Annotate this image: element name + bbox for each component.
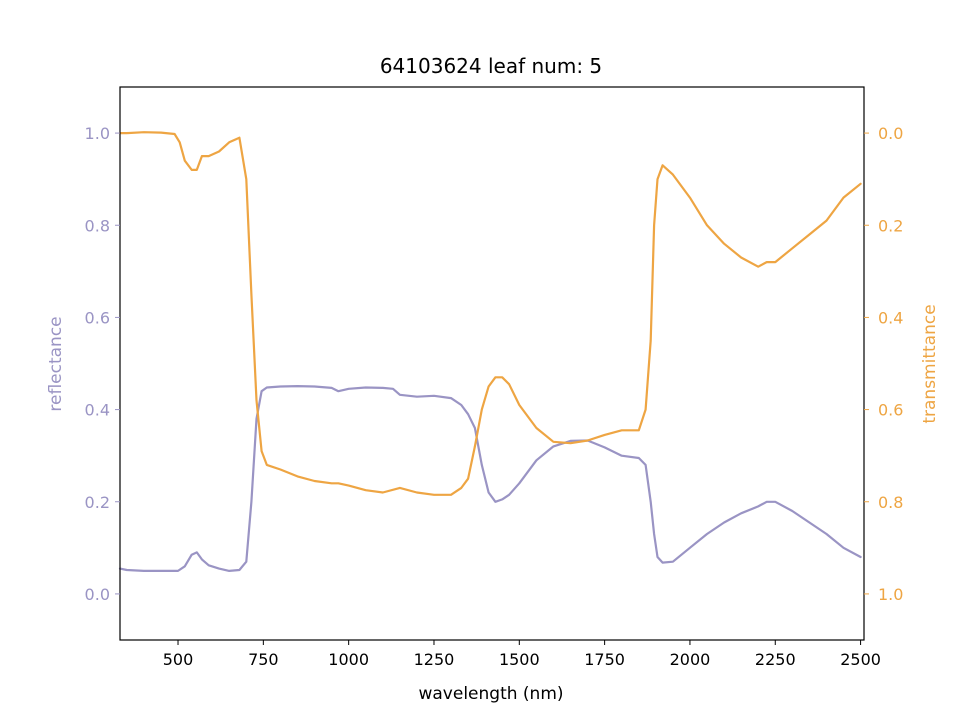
y-right-tick-label: 0.8 — [878, 493, 903, 512]
x-tick-label: 2000 — [670, 650, 711, 669]
x-tick-label: 2500 — [840, 650, 881, 669]
x-axis-label: wavelength (nm) — [418, 684, 563, 704]
chart-title: 64103624 leaf num: 5 — [380, 54, 602, 78]
y-right-tick-label: 0.4 — [878, 308, 903, 327]
x-tick-label: 500 — [163, 650, 194, 669]
y-left-tick-label: 0.6 — [85, 308, 110, 327]
y-left-tick-label: 0.0 — [85, 585, 110, 604]
y-right-tick-label: 0.2 — [878, 216, 903, 235]
reflectance-line — [118, 385, 862, 573]
y-right-tick-label: 0.0 — [878, 124, 903, 143]
y-left-tick-label: 0.4 — [85, 401, 110, 420]
transmittance-line — [118, 131, 862, 496]
x-axis: 500 750 1000 1250 1500 1750 2000 2250 2500 — [163, 640, 881, 669]
y-axis-left: 0.0 0.2 0.4 0.6 0.8 1.0 — [85, 124, 120, 604]
y-right-tick-label: 0.6 — [878, 401, 903, 420]
x-tick-label: 1250 — [414, 650, 455, 669]
x-tick-label: 2250 — [755, 650, 796, 669]
y-axis-left-label: reflectance — [46, 316, 66, 411]
y-left-tick-label: 0.8 — [85, 216, 110, 235]
plot-frame — [119, 86, 865, 641]
y-left-tick-label: 1.0 — [85, 124, 110, 143]
y-axis-right: 0.0 0.2 0.4 0.6 0.8 1.0 — [864, 124, 903, 604]
y-left-tick-label: 0.2 — [85, 493, 110, 512]
x-tick-label: 1500 — [499, 650, 540, 669]
x-tick-label: 750 — [248, 650, 279, 669]
x-tick-label: 1000 — [328, 650, 369, 669]
x-tick-label: 1750 — [584, 650, 625, 669]
plot-area — [118, 131, 862, 573]
y-axis-right-label: transmittance — [920, 304, 940, 423]
y-right-tick-label: 1.0 — [878, 585, 903, 604]
